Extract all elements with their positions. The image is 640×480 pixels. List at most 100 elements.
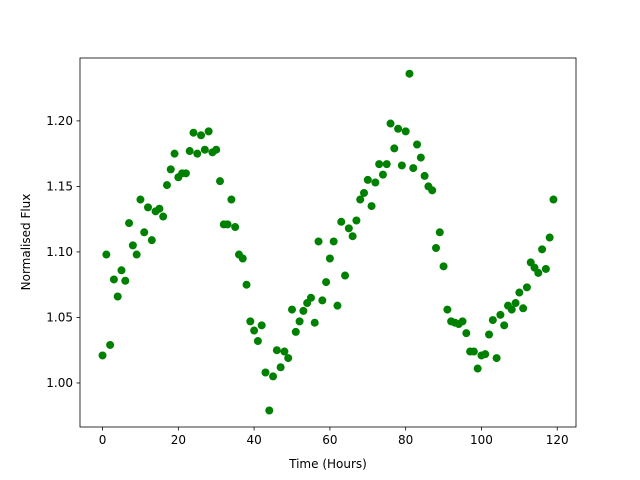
point	[318, 296, 327, 305]
point	[113, 292, 122, 301]
point	[363, 175, 372, 184]
point	[405, 69, 414, 78]
point	[515, 288, 524, 297]
point	[102, 250, 111, 259]
point	[443, 305, 452, 314]
point	[132, 250, 141, 259]
point	[185, 147, 194, 156]
point	[98, 351, 107, 360]
point	[458, 317, 467, 326]
point	[288, 305, 297, 314]
point	[416, 153, 425, 162]
point	[204, 127, 213, 136]
point	[409, 164, 418, 173]
point	[329, 237, 338, 246]
point	[106, 340, 115, 349]
point	[492, 354, 501, 363]
point	[507, 305, 516, 314]
point	[371, 178, 380, 187]
point	[322, 278, 331, 287]
x-tick-label: 40	[246, 433, 261, 447]
point	[140, 228, 149, 237]
point	[162, 181, 171, 190]
point	[428, 186, 437, 195]
point	[238, 254, 247, 263]
point	[511, 299, 520, 308]
point	[431, 244, 440, 253]
point	[200, 145, 209, 154]
point	[500, 321, 509, 330]
point	[538, 245, 547, 254]
point	[250, 326, 259, 335]
point	[231, 223, 240, 232]
point	[166, 165, 175, 174]
point	[473, 364, 482, 373]
y-tick-label: 1.05	[46, 310, 73, 324]
point	[378, 170, 387, 179]
y-tick-label: 1.20	[46, 114, 73, 128]
point	[216, 177, 225, 186]
point	[382, 160, 391, 169]
point	[189, 128, 198, 137]
point	[439, 262, 448, 271]
point	[348, 232, 357, 241]
point	[144, 203, 153, 212]
x-tick-label: 120	[546, 433, 569, 447]
point	[394, 124, 403, 133]
point	[367, 202, 376, 211]
point	[284, 354, 293, 363]
x-tick-label: 0	[99, 433, 107, 447]
point	[261, 368, 270, 377]
point	[117, 266, 126, 275]
point	[397, 161, 406, 170]
point	[549, 195, 558, 204]
point	[257, 321, 266, 330]
y-tick-label: 1.10	[46, 245, 73, 259]
point	[435, 228, 444, 237]
point	[469, 347, 478, 356]
point	[352, 216, 361, 225]
point	[522, 283, 531, 292]
point	[325, 254, 334, 263]
point	[242, 280, 251, 289]
point	[136, 195, 145, 204]
point	[420, 171, 429, 180]
point	[212, 145, 221, 154]
point	[375, 160, 384, 169]
point	[496, 310, 505, 319]
point	[462, 329, 471, 338]
point	[488, 316, 497, 325]
point	[128, 241, 137, 250]
point	[386, 119, 395, 128]
y-tick-label: 1.00	[46, 376, 73, 390]
point	[125, 219, 134, 228]
point	[197, 131, 206, 140]
point	[545, 233, 554, 242]
point	[356, 195, 365, 204]
x-axis-label: Time (Hours)	[288, 457, 367, 471]
point	[181, 169, 190, 178]
point	[485, 330, 494, 339]
x-tick-label: 20	[171, 433, 186, 447]
point	[481, 350, 490, 359]
point	[193, 149, 202, 158]
point	[306, 293, 315, 302]
point	[291, 327, 300, 336]
point	[341, 271, 350, 280]
point	[265, 406, 274, 415]
point	[227, 195, 236, 204]
point	[534, 268, 543, 277]
x-tick-label: 100	[470, 433, 493, 447]
point	[276, 363, 285, 372]
point	[159, 212, 168, 221]
point	[314, 237, 323, 246]
point	[541, 264, 550, 273]
point	[295, 317, 304, 326]
x-tick-label: 60	[322, 433, 337, 447]
point	[147, 236, 156, 245]
x-tick-label: 80	[398, 433, 413, 447]
point	[359, 188, 368, 197]
point	[109, 275, 118, 284]
point	[280, 347, 289, 356]
